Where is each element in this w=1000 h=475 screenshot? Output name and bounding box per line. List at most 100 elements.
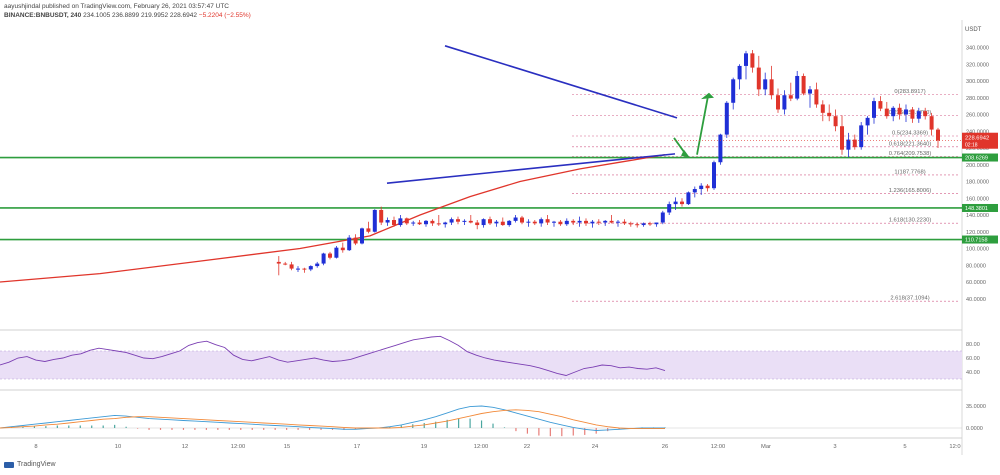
y-tick-label: 40.0000 [966, 297, 986, 303]
candle-body [616, 221, 620, 223]
x-tick-label: 12:00 [231, 444, 246, 450]
y-tick-label: 200.0000 [966, 163, 989, 169]
candle-body [596, 221, 601, 223]
candle-body [750, 53, 755, 68]
x-tick-label: 12:00 [711, 444, 726, 450]
candle-body [507, 220, 512, 226]
candle-body [756, 67, 761, 90]
candle-body [526, 221, 531, 223]
support-price-tag [962, 153, 998, 162]
candle-body [385, 220, 390, 223]
y-tick-label: 80.0000 [966, 263, 986, 269]
candle-body [315, 263, 320, 267]
candle-body [782, 95, 787, 110]
candle-body [379, 209, 384, 223]
x-tick-label: 12:00 [474, 444, 489, 450]
x-tick-label: 12:0 [949, 444, 960, 450]
candle-body [302, 268, 307, 270]
x-tick-label: Mar [761, 444, 771, 450]
fib-level-label: 0(283.8917) [894, 89, 925, 95]
candle-body [737, 65, 742, 80]
y-tick-label: 120.0000 [966, 230, 989, 236]
candle-body [686, 192, 691, 205]
x-tick-label: 22 [524, 444, 530, 450]
candle-body [532, 221, 537, 224]
candle-body [673, 201, 678, 205]
candle-body [296, 268, 300, 270]
candle-body [852, 139, 857, 148]
candle-body [814, 89, 819, 105]
y-tick-label: 160.0000 [966, 196, 989, 202]
candle-body [622, 221, 627, 224]
tradingview-logo[interactable]: TradingView [4, 461, 56, 468]
candle-body [366, 228, 371, 232]
fib-level-label: 1(187.7768) [894, 169, 925, 175]
candle-body [635, 224, 640, 226]
trend-line [386, 153, 676, 184]
candle-body [347, 237, 352, 251]
support-price-label: 110.7158 [965, 238, 988, 244]
candle-body [308, 266, 313, 270]
fib-level-label: 1.236(165.8006) [889, 188, 932, 194]
candle-body [840, 126, 844, 150]
candle-body [360, 228, 364, 244]
candle-body [494, 221, 499, 224]
candle-body [558, 221, 563, 225]
candle-body [788, 95, 793, 99]
x-tick-label: 3 [833, 444, 836, 450]
x-tick-label: 15 [284, 444, 290, 450]
projection-arrowhead [701, 92, 714, 100]
macd-line [0, 405, 665, 431]
rsi-tick-label: 60.00 [966, 356, 980, 362]
candle-body [424, 220, 428, 225]
publish-info: aayushjindal published on TradingView.co… [4, 3, 229, 10]
y-tick-label: 180.0000 [966, 180, 989, 186]
candle-body [283, 263, 288, 265]
x-tick-label: 12 [182, 444, 188, 450]
macd-tick-label: 35.0000 [966, 404, 986, 410]
projection-arrowhead [681, 149, 690, 158]
candle-body [699, 185, 704, 190]
candle-body [609, 220, 614, 223]
candle-body [769, 79, 774, 96]
x-tick-label: 8 [34, 444, 37, 450]
candle-body [705, 185, 710, 189]
candle-body [897, 107, 902, 115]
candle-body [923, 111, 928, 117]
candle-body [488, 219, 492, 224]
candle-body [443, 222, 448, 225]
tradingview-logo-icon [4, 461, 14, 468]
candle-body [667, 204, 672, 213]
candle-body [456, 219, 460, 222]
candle-body [353, 237, 358, 244]
candle-body [545, 219, 550, 223]
candle-body [820, 104, 825, 113]
x-tick-label: 17 [354, 444, 360, 450]
candle-body [468, 220, 473, 223]
candle-body [577, 220, 582, 223]
x-tick-label: 19 [421, 444, 427, 450]
rsi-tick-label: 80.00 [966, 342, 980, 348]
candle-body [328, 253, 332, 258]
candle-body [334, 247, 339, 258]
last-price-time: 02:18 [965, 143, 978, 149]
candle-body [628, 223, 633, 225]
fib-level-label: 1.618(130.2230) [889, 218, 932, 224]
candle-body [398, 218, 403, 226]
candle-body [462, 220, 467, 222]
fib-level-label: 0.236(258.9700) [889, 110, 932, 116]
x-tick-label: 10 [115, 444, 121, 450]
y-tick-label: 240.0000 [966, 129, 989, 135]
y-tick-label: 280.0000 [966, 96, 989, 102]
candle-body [571, 220, 576, 223]
candle-body [590, 221, 595, 224]
support-price-label: 208.6269 [965, 156, 988, 162]
candle-body [795, 75, 800, 99]
candle-body [641, 223, 646, 226]
last-price-tag [962, 132, 998, 149]
candle-body [801, 75, 806, 94]
candle-body [712, 162, 716, 189]
candle-body [744, 53, 748, 66]
candle-body [692, 189, 697, 193]
